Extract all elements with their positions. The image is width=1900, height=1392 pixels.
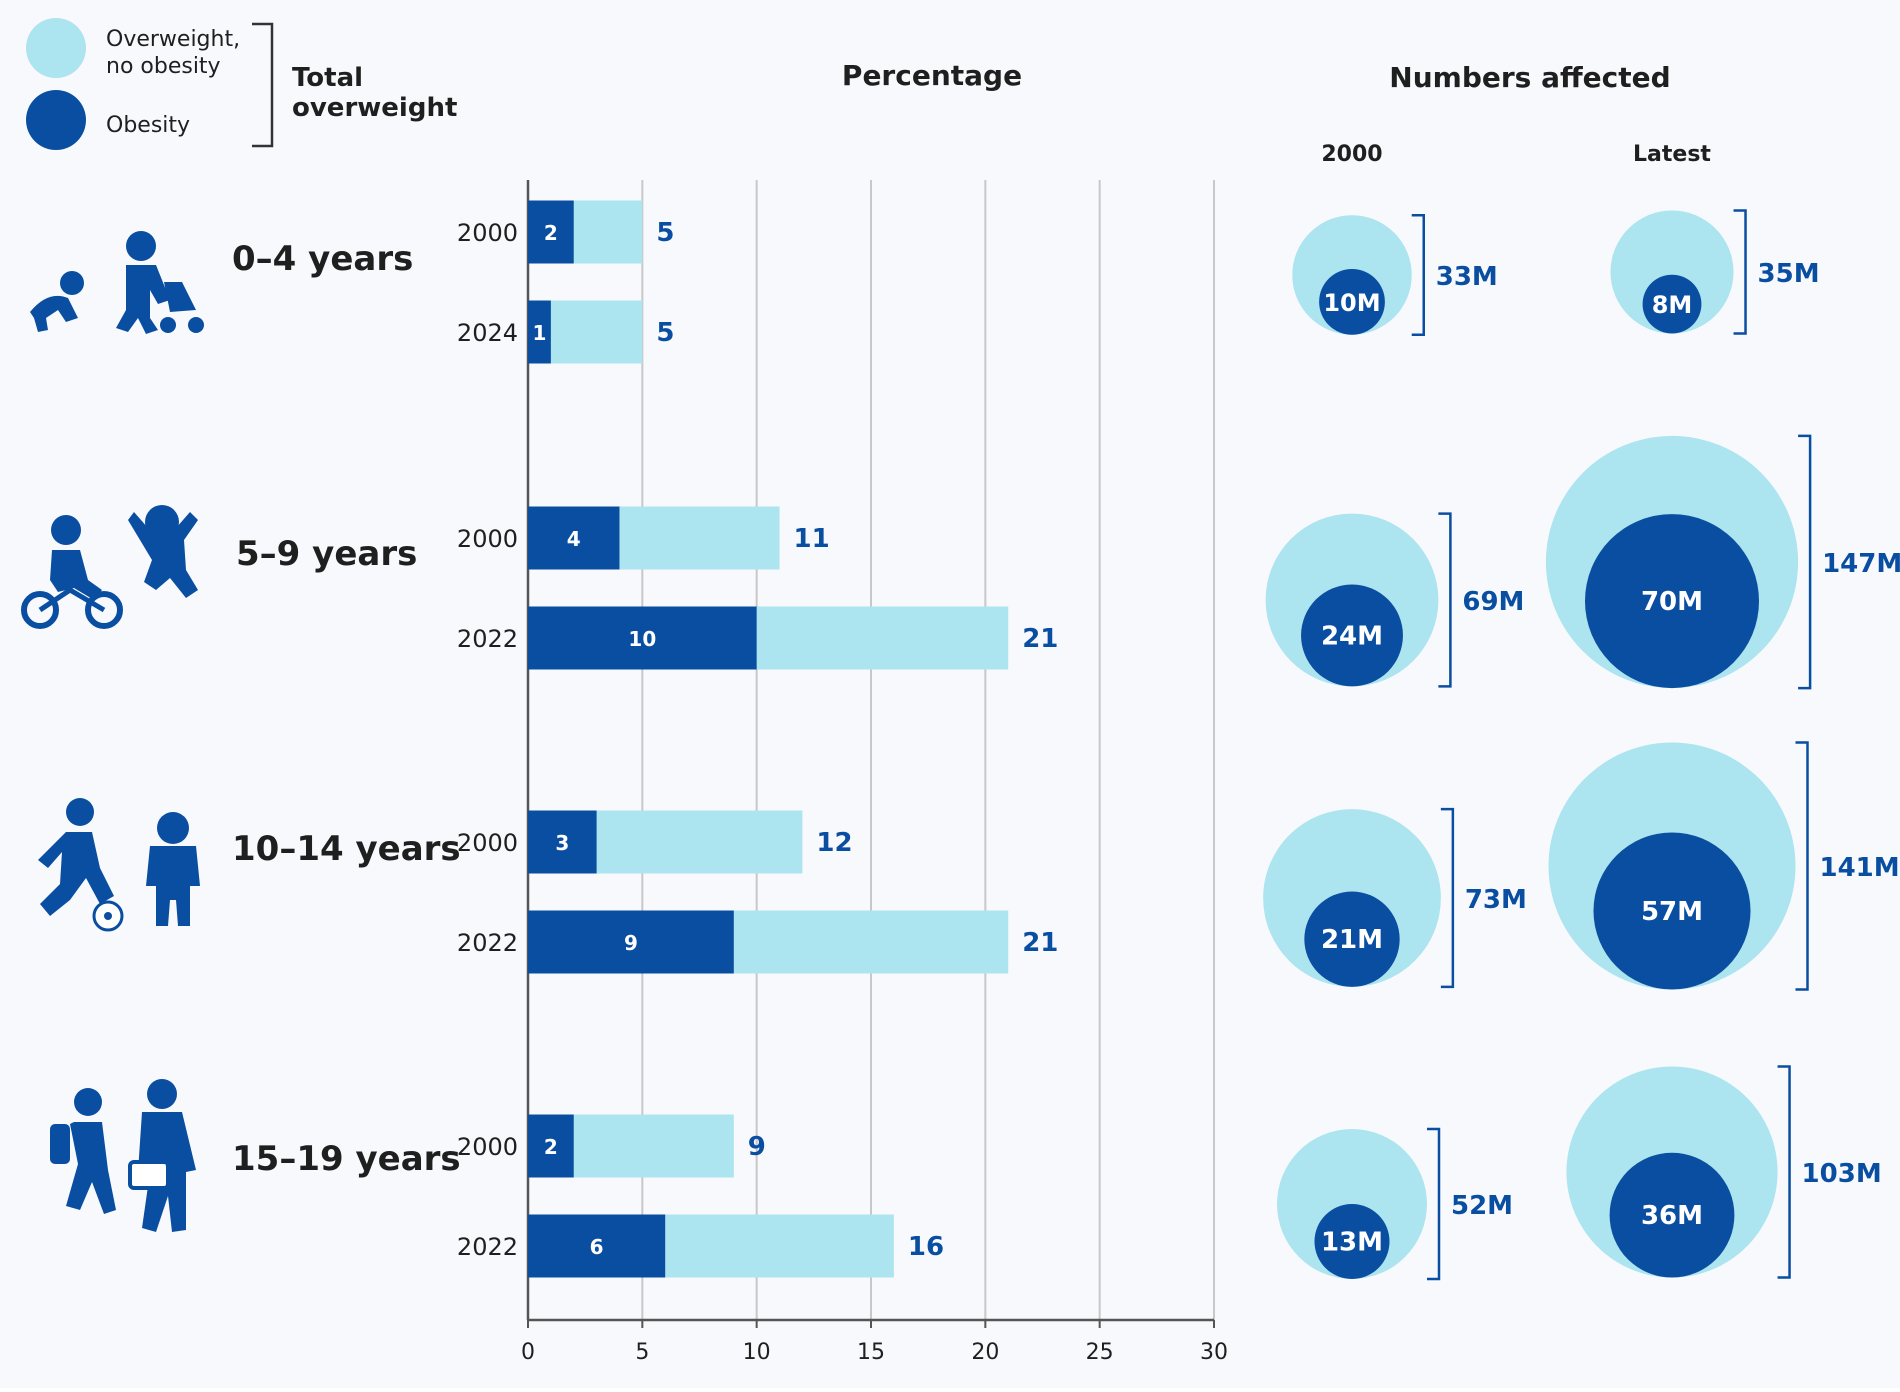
year-label-g2-2000: 2000 [457,829,518,857]
total-value-label-g0-2000: 5 [656,218,674,248]
legend: Overweight, no obesity Obesity Total ove… [26,18,457,150]
bubbles-layer: 10M 33M 8M 35M 24M 69M 70M 147M 21M 73M 57M 141M 13M… [1263,209,1900,1281]
legend-overweight-label-line2: no obesity [106,54,221,79]
bubble-obesity-g0-2000 [1319,268,1385,335]
bar-obesity-g0-2000 [528,200,574,264]
bubble-total-label-g1-2000: 69M [1462,587,1524,617]
bubble-bracket-g0-latest [1733,209,1747,335]
bubble-bracket-g0-2000 [1411,214,1425,336]
toddler-icon [30,231,204,334]
bubble-total-label-g2-latest: 141M [1819,853,1899,883]
bubble-bracket-g2-2000 [1440,807,1455,989]
total-value-label-g3-2000: 9 [748,1132,766,1162]
bubble-obesity-label-g1-latest: 70M [1641,587,1703,617]
numbers-header: Numbers affected [1389,61,1670,94]
bubble-bracket-g1-latest [1798,434,1812,690]
bubble-total-label-g3-latest: 103M [1802,1159,1882,1189]
legend-total-label-line2: overweight [292,93,457,123]
obesity-value-label-g3-2000: 2 [544,1135,558,1159]
obesity-value-label-g3-2022: 6 [590,1235,604,1259]
group-label-15-19: 15–19 years [232,1139,461,1179]
x-tick-label-10: 10 [743,1340,771,1365]
obesity-value-label-g0-2024: 1 [532,321,546,345]
bar-obesity-g3-2022 [528,1214,666,1278]
bar-obesity-g2-2022 [528,910,734,974]
bar-obesity-g1-2000 [528,506,620,570]
percentage-header: Percentage [842,59,1022,92]
x-tick-label-0: 0 [521,1340,535,1365]
bubble-bracket-g2-latest [1795,741,1809,991]
legend-overweight-swatch [26,18,86,78]
total-value-label-g2-2022: 21 [1022,928,1058,958]
group-label-10-14: 10–14 years [232,829,461,869]
year-label-g1-2022: 2022 [457,625,518,653]
year-label-g1-2000: 2000 [457,525,518,553]
legend-obesity-swatch [26,90,86,150]
bubble-obesity-g1-latest [1584,514,1760,689]
year-label-g3-2022: 2022 [457,1233,518,1261]
x-tick-label-25: 25 [1086,1340,1114,1365]
bubble-total-label-g0-latest: 35M [1758,259,1820,289]
bubble-total-label-g0-2000: 33M [1436,262,1498,292]
x-tick-label-15: 15 [857,1340,885,1365]
bubble-obesity-g1-2000 [1301,584,1403,687]
bubble-obesity-g2-2000 [1304,891,1400,987]
legend-obesity-label: Obesity [106,113,190,138]
bubble-obesity-g3-latest [1609,1152,1735,1278]
total-value-label-g3-2022: 16 [908,1232,944,1262]
teen-backpack-icon [50,1079,196,1232]
bubble-total-g0-latest [1610,210,1734,334]
bar-obesity-g0-2024 [528,300,551,364]
bubble-total-label-g2-2000: 73M [1465,885,1527,915]
bubble-obesity-label-g2-2000: 21M [1321,925,1383,955]
obesity-value-label-g1-2000: 4 [567,527,581,551]
bubble-obesity-label-g2-latest: 57M [1641,897,1703,927]
bubble-obesity-g3-2000 [1314,1204,1390,1279]
bubble-obesity-label-g0-latest: 8M [1652,291,1693,319]
year-label-g3-2000: 2000 [457,1133,518,1161]
col-latest-header: Latest [1633,142,1711,167]
obesity-value-label-g0-2000: 2 [544,221,558,245]
child-football-icon [38,798,200,932]
bubble-obesity-g0-latest [1642,274,1702,334]
total-value-label-g0-2024: 5 [656,318,674,348]
x-tick-label-20: 20 [971,1340,999,1365]
total-value-label-g1-2000: 11 [794,524,830,554]
bubble-bracket-g3-latest [1777,1065,1791,1279]
bar-obesity-g3-2000 [528,1114,574,1178]
child-bike-icon [21,505,198,629]
year-label-g0-2024: 2024 [457,319,518,347]
bars-layer: 2000 2 5 2024 1 5 2000 4 11 2022 10 21 2000 3 12 2022 9 2… [457,200,1058,1278]
year-label-g2-2022: 2022 [457,929,518,957]
bubble-obesity-label-g3-2000: 13M [1321,1227,1383,1257]
obesity-value-label-g2-2022: 9 [624,931,638,955]
bubble-obesity-label-g1-2000: 24M [1321,621,1383,651]
bubble-bracket-g3-2000 [1427,1127,1441,1281]
bubble-total-label-g1-latest: 147M [1822,549,1900,579]
total-value-label-g1-2022: 21 [1022,624,1058,654]
col-2000-header: 2000 [1321,142,1382,167]
bubble-bracket-g1-2000 [1438,512,1452,688]
year-label-g0-2000: 2000 [457,219,518,247]
group-label-5-9: 5–9 years [236,534,417,574]
grid-layer: 0 5 10 15 20 25 30 [521,180,1228,1365]
legend-total-label-line1: Total [292,63,363,93]
legend-overweight-label-line1: Overweight, [106,27,240,52]
bubble-obesity-label-g0-2000: 10M [1323,289,1380,317]
x-tick-label-5: 5 [635,1340,649,1365]
bar-obesity-g1-2022 [528,606,757,670]
bubble-total-label-g3-2000: 52M [1451,1191,1513,1221]
obesity-value-label-g2-2000: 3 [555,831,569,855]
legend-bracket [252,22,274,148]
bubble-obesity-label-g3-latest: 36M [1641,1201,1703,1231]
total-value-label-g2-2000: 12 [816,828,852,858]
obesity-value-label-g1-2022: 10 [628,627,656,651]
group-label-0-4: 0–4 years [232,239,413,279]
x-tick-label-30: 30 [1200,1340,1228,1365]
bar-obesity-g2-2000 [528,810,597,874]
bubble-obesity-g2-latest [1593,832,1751,990]
